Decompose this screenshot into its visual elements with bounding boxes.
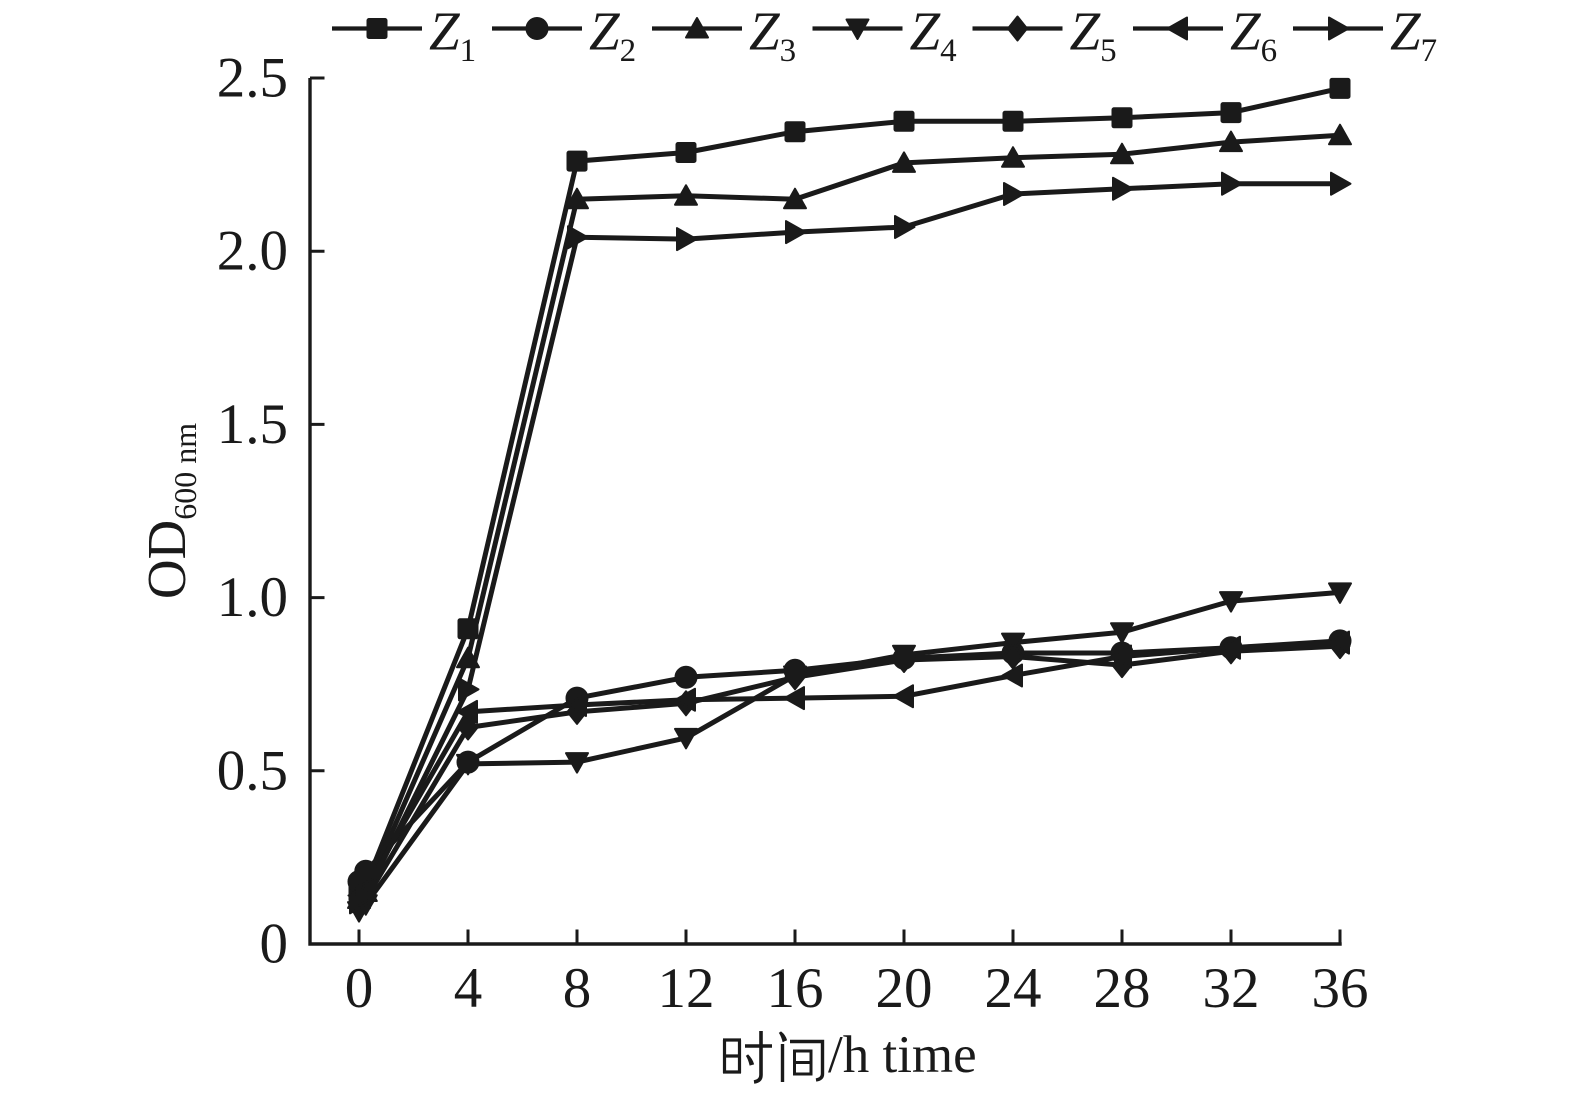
svg-text:24: 24 [985,957,1042,1020]
svg-text:8: 8 [563,957,592,1020]
svg-text:2.5: 2.5 [217,47,288,110]
svg-text:20: 20 [876,957,933,1020]
svg-text:0.5: 0.5 [217,739,288,802]
svg-text:0: 0 [260,913,289,976]
svg-text:16: 16 [767,957,824,1020]
svg-text:/h time: /h time [828,1026,977,1084]
svg-text:36: 36 [1312,957,1369,1020]
svg-text:28: 28 [1094,957,1151,1020]
svg-text:2.0: 2.0 [217,220,288,283]
svg-text:0: 0 [345,957,374,1020]
svg-text:4: 4 [454,957,483,1020]
svg-text:1.5: 1.5 [217,393,288,456]
svg-text:1.0: 1.0 [217,566,288,629]
svg-text:12: 12 [658,957,715,1020]
svg-text:32: 32 [1203,957,1260,1020]
svg-text:Z7: Z7 [1390,1,1437,70]
svg-text:Z6: Z6 [1230,1,1277,70]
